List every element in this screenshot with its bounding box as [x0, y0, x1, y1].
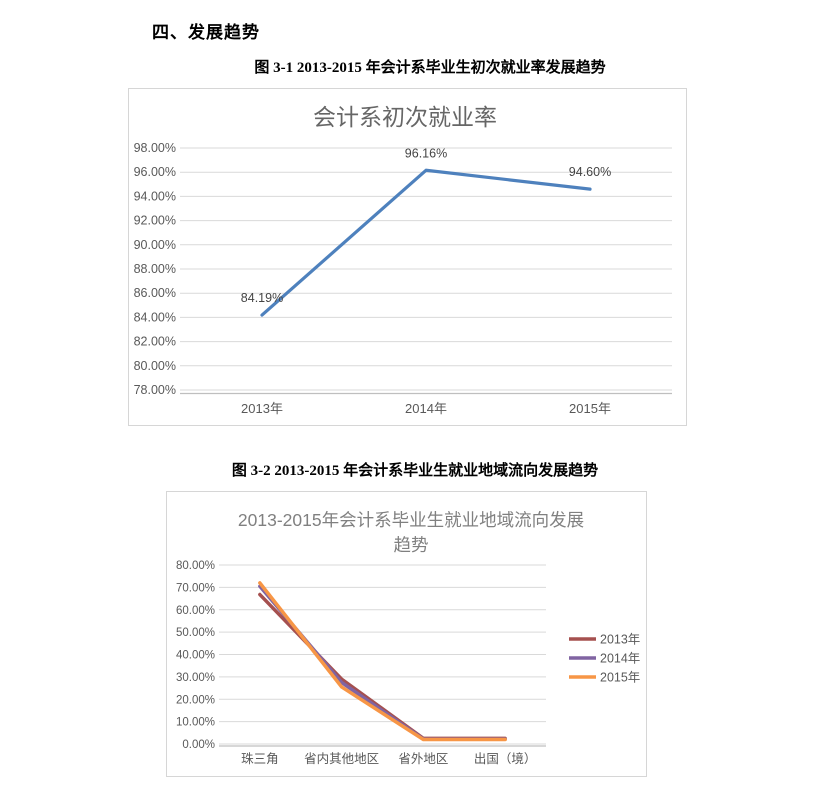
x-tick-label: 2015年	[569, 401, 611, 416]
y-tick-label: 10.00%	[176, 717, 215, 729]
section-heading: 四、发展趋势	[152, 23, 260, 42]
y-tick-label: 50.00%	[176, 627, 215, 639]
y-tick-label: 98.00%	[134, 141, 176, 155]
y-tick-label: 30.00%	[176, 672, 215, 684]
x-tick-label: 出国（境）	[474, 751, 537, 766]
y-tick-label: 94.00%	[134, 189, 176, 203]
data-label: 84.19%	[241, 291, 283, 305]
legend-label: 2013年	[600, 633, 640, 647]
x-tick-label: 省外地区	[398, 752, 448, 766]
y-tick-label: 80.00%	[134, 359, 176, 373]
series-line-2014年	[258, 584, 507, 741]
figure-2-caption: 图 3-2 2013-2015 年会计系毕业生就业地域流向发展趋势	[231, 463, 599, 479]
figure-1-caption: 图 3-1 2013-2015 年会计系毕业生初次就业率发展趋势	[254, 60, 606, 76]
chart-title: 趋势	[394, 535, 429, 555]
y-tick-label: 82.00%	[134, 335, 176, 349]
x-tick-label: 珠三角	[241, 752, 279, 766]
y-tick-label: 80.00%	[176, 560, 215, 572]
y-tick-label: 40.00%	[176, 650, 215, 662]
x-tick-label: 2013年	[241, 401, 283, 416]
data-label: 94.60%	[569, 165, 611, 179]
series-line-2015年	[258, 581, 507, 742]
legend-label: 2015年	[600, 671, 640, 685]
series-line-会计系初次就业率	[260, 168, 592, 317]
y-tick-label: 84.00%	[134, 310, 176, 324]
y-tick-label: 20.00%	[176, 694, 215, 706]
x-tick-label: 2014年	[405, 401, 447, 416]
y-tick-label: 0.00%	[182, 739, 215, 751]
chart-title: 会计系初次就业率	[313, 104, 497, 130]
employment-rate-line-chart: 会计系初次就业率 98.00% 96.00% 94.00% 92.00% 90.00% 88…	[134, 104, 672, 416]
data-label: 96.16%	[405, 146, 447, 160]
y-tick-label: 96.00%	[134, 165, 176, 179]
series-line-2013年	[258, 592, 507, 741]
y-tick-label: 70.00%	[176, 582, 215, 594]
legend-label: 2014年	[600, 652, 640, 666]
y-tick-label: 92.00%	[134, 214, 176, 228]
chart-region-flow: 2013-2015年会计系毕业生就业地域流向发展 趋势 80.00% 70.00% 60…	[166, 491, 647, 777]
y-tick-label: 90.00%	[134, 238, 176, 252]
y-tick-label: 86.00%	[134, 286, 176, 300]
y-tick-label: 78.00%	[134, 383, 176, 397]
chart-title: 2013-2015年会计系毕业生就业地域流向发展	[238, 510, 584, 530]
chart-employment-rate: 会计系初次就业率 98.00% 96.00% 94.00% 92.00% 90.00% 88…	[128, 88, 687, 426]
y-tick-label: 60.00%	[176, 605, 215, 617]
x-tick-label: 省内其他地区	[304, 752, 379, 766]
y-tick-label: 88.00%	[134, 262, 176, 276]
